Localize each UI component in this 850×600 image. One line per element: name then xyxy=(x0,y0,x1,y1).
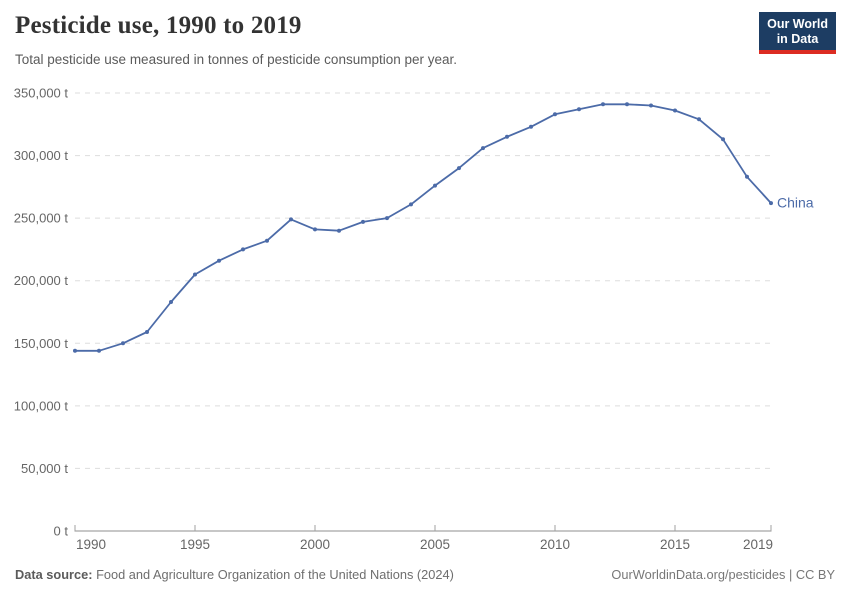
y-axis-tick-label: 50,000 t xyxy=(21,461,68,476)
data-point-marker[interactable] xyxy=(433,183,437,188)
data-point-marker[interactable] xyxy=(73,348,77,353)
y-axis-tick-label: 200,000 t xyxy=(14,273,69,288)
data-point-marker[interactable] xyxy=(649,103,653,108)
data-point-marker[interactable] xyxy=(145,330,149,334)
data-source-note: Data source: Food and Agriculture Organi… xyxy=(15,567,454,582)
y-axis-tick-label: 250,000 t xyxy=(14,211,69,226)
x-axis-tick-label: 2005 xyxy=(420,537,450,552)
data-point-marker[interactable] xyxy=(457,166,461,171)
x-axis-tick-label: 2000 xyxy=(300,537,330,552)
data-point-marker[interactable] xyxy=(553,112,557,117)
series-line-china[interactable] xyxy=(74,103,772,352)
x-axis-tick-label: 1990 xyxy=(76,537,106,552)
data-source-text: Food and Agriculture Organization of the… xyxy=(92,567,454,582)
data-point-marker[interactable] xyxy=(673,108,677,113)
data-point-marker[interactable] xyxy=(769,201,773,206)
y-axis-tick-label: 0 t xyxy=(54,524,69,539)
owid-logo[interactable]: Our World in Data xyxy=(759,12,836,54)
x-axis-tick-label: 1995 xyxy=(180,537,210,552)
data-point-marker[interactable] xyxy=(745,174,749,179)
chart-footer: Data source: Food and Agriculture Organi… xyxy=(15,567,835,582)
data-source-label: Data source: xyxy=(15,567,93,582)
owid-logo-line2: in Data xyxy=(776,31,819,46)
data-point-marker[interactable] xyxy=(241,247,245,252)
owid-logo-line1: Our World xyxy=(767,17,828,31)
x-axis-tick-label: 2015 xyxy=(660,537,690,552)
y-axis-tick-label: 100,000 t xyxy=(14,398,69,413)
chart-subtitle: Total pesticide use measured in tonnes o… xyxy=(15,52,458,67)
data-point-marker[interactable] xyxy=(409,202,413,207)
x-axis-tick-label: 2010 xyxy=(540,537,570,552)
chart-title: Pesticide use, 1990 to 2019 xyxy=(15,12,302,39)
x-axis-tick-label: 2019 xyxy=(743,537,773,552)
data-point-marker[interactable] xyxy=(169,300,173,304)
data-point-marker[interactable] xyxy=(721,137,725,142)
data-point-marker[interactable] xyxy=(481,146,485,151)
data-point-marker[interactable] xyxy=(265,238,269,243)
data-point-marker[interactable] xyxy=(289,217,293,222)
data-point-marker[interactable] xyxy=(313,227,317,232)
data-point-marker[interactable] xyxy=(697,117,701,122)
data-point-marker[interactable] xyxy=(625,102,629,107)
data-point-marker[interactable] xyxy=(385,216,389,221)
data-point-marker[interactable] xyxy=(97,348,101,353)
y-axis-tick-label: 150,000 t xyxy=(14,336,69,351)
data-point-marker[interactable] xyxy=(601,102,605,107)
data-point-marker[interactable] xyxy=(505,134,509,139)
data-point-marker[interactable] xyxy=(121,341,125,346)
data-point-marker[interactable] xyxy=(193,272,197,277)
credit-link[interactable]: OurWorldinData.org/pesticides | CC BY xyxy=(611,567,835,582)
data-point-marker[interactable] xyxy=(337,228,341,233)
y-axis-tick-label: 350,000 t xyxy=(14,86,69,101)
data-point-marker[interactable] xyxy=(361,219,365,224)
series-end-label[interactable]: China xyxy=(777,195,814,211)
y-axis-tick-label: 300,000 t xyxy=(14,148,69,163)
data-point-marker[interactable] xyxy=(529,124,533,129)
data-point-marker[interactable] xyxy=(577,107,581,112)
data-point-marker[interactable] xyxy=(217,258,221,263)
